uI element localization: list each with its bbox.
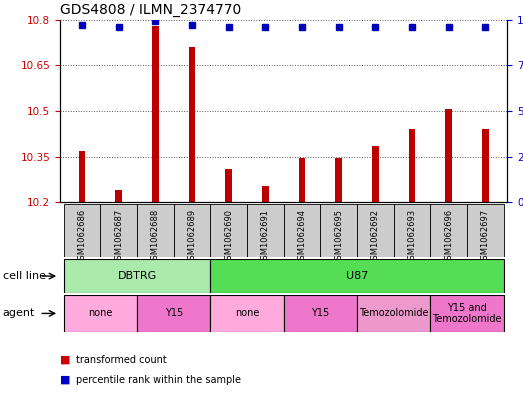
Text: none: none [235,309,259,318]
Text: GSM1062689: GSM1062689 [188,209,197,265]
Bar [357,204,394,257]
Bar [116,190,122,202]
Text: cell line: cell line [3,271,46,281]
Text: GSM1062696: GSM1062696 [444,209,453,265]
Bar [357,295,430,332]
Text: GSM1062693: GSM1062693 [407,209,416,265]
Bar [247,204,284,257]
Bar [64,295,137,332]
Bar [430,204,467,257]
Text: transformed count: transformed count [76,354,167,365]
Bar [210,259,504,293]
Bar [64,259,210,293]
Text: Temozolomide: Temozolomide [359,309,428,318]
Bar [210,295,283,332]
Bar [262,185,269,202]
Text: ■: ■ [60,375,71,385]
Text: GSM1062697: GSM1062697 [481,209,490,265]
Bar [394,204,430,257]
Bar [299,158,305,202]
Text: GSM1062695: GSM1062695 [334,209,343,264]
Text: GSM1062691: GSM1062691 [261,209,270,264]
Bar [372,146,379,202]
Bar [283,295,357,332]
Text: agent: agent [3,309,35,318]
Bar [137,204,174,257]
Bar [482,129,488,202]
Bar [100,204,137,257]
Text: U87: U87 [346,271,368,281]
Bar [174,204,210,257]
Text: GSM1062694: GSM1062694 [298,209,306,264]
Text: GDS4808 / ILMN_2374770: GDS4808 / ILMN_2374770 [60,3,242,17]
Text: GSM1062687: GSM1062687 [115,209,123,265]
Bar [210,204,247,257]
Text: none: none [88,309,112,318]
Bar [446,110,452,202]
Bar [79,151,85,202]
Text: GSM1062688: GSM1062688 [151,209,160,265]
Bar [137,295,210,332]
Bar [283,204,321,257]
Bar [430,295,504,332]
Bar [64,204,100,257]
Text: percentile rank within the sample: percentile rank within the sample [76,375,241,385]
Text: DBTRG: DBTRG [118,271,157,281]
Text: GSM1062690: GSM1062690 [224,209,233,264]
Bar [408,129,415,202]
Text: Y15: Y15 [165,309,183,318]
Text: GSM1062686: GSM1062686 [77,209,87,265]
Bar [321,204,357,257]
Text: ■: ■ [60,354,71,365]
Bar [335,158,342,202]
Bar [189,47,196,202]
Text: Y15: Y15 [311,309,329,318]
Bar [225,169,232,202]
Bar [467,204,504,257]
Text: GSM1062692: GSM1062692 [371,209,380,264]
Text: Y15 and
Temozolomide: Y15 and Temozolomide [432,303,502,324]
Bar [152,26,159,202]
